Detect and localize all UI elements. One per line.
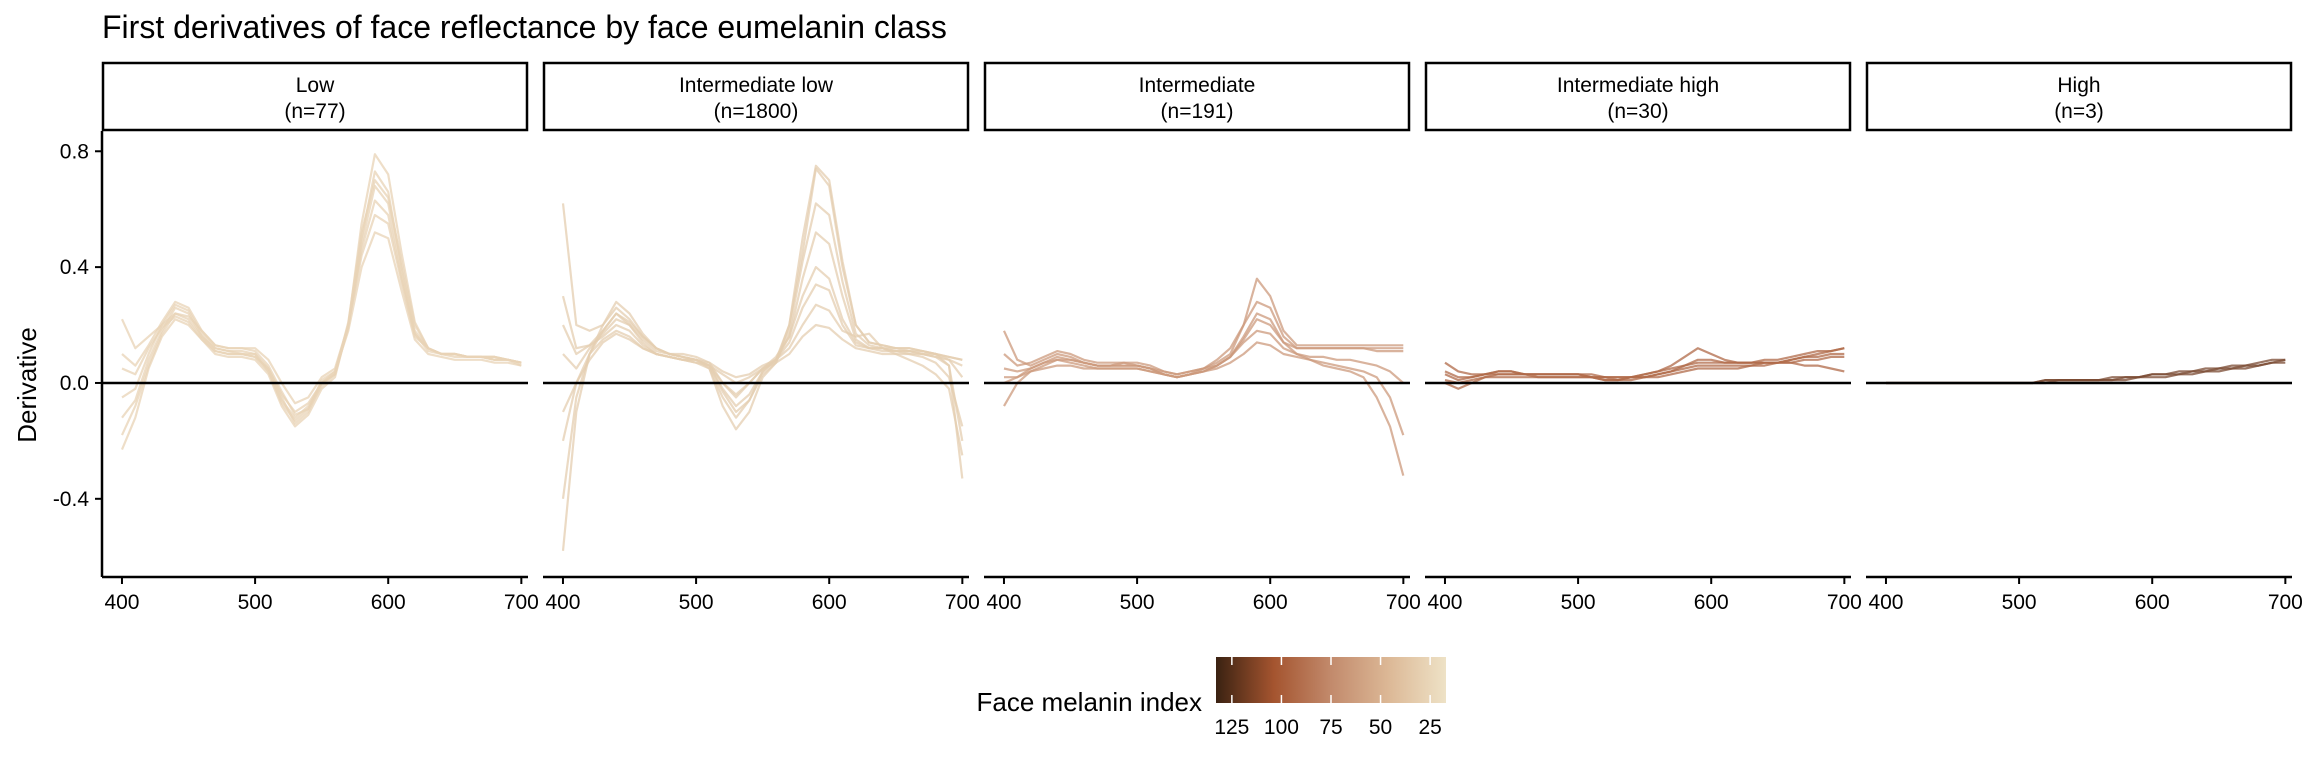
chart-title: First derivatives of face reflectance by…	[102, 9, 947, 45]
facet-strip	[542, 61, 970, 132]
series-line	[1003, 329, 1405, 385]
facet-strip	[1865, 61, 2293, 132]
x-tick-label: 400	[1427, 591, 1462, 614]
series-line	[121, 179, 522, 436]
x-tick-label: 700	[2268, 591, 2303, 614]
facet-strip-count: (n=1800)	[714, 100, 799, 123]
facet-strip-label: Low	[296, 74, 335, 97]
series-line	[562, 303, 964, 456]
x-tick-label: 600	[1694, 591, 1729, 614]
facet-panels: Low (n=77) 400 500 600 700 Intermediate low (n=…	[101, 61, 2303, 614]
facet-strip-count: (n=30)	[1607, 100, 1668, 123]
series-group	[120, 153, 522, 451]
facet-panel: Intermediate (n=191) 400 500 600 700	[983, 61, 1421, 614]
series-line	[1886, 358, 2286, 385]
y-tick-label: 0.8	[60, 140, 89, 163]
legend-tick-label: 50	[1369, 716, 1392, 739]
series-line	[561, 203, 964, 479]
series-line	[562, 231, 963, 408]
x-tick-label: 400	[104, 591, 139, 614]
x-tick-label: 500	[679, 591, 714, 614]
series-line	[1003, 312, 1405, 476]
x-tick-label: 600	[371, 591, 406, 614]
series-line	[562, 202, 963, 413]
y-tick-label: 0.4	[60, 256, 90, 279]
legend-tick-label: 25	[1418, 716, 1441, 739]
legend-tick-label: 75	[1319, 716, 1342, 739]
series-line	[1004, 341, 1405, 436]
series-group	[1444, 347, 1845, 390]
legend-ticks: 125 100 75 50 25	[1214, 657, 1442, 739]
facet-panel: High (n=3) 400 500 600 700	[1865, 61, 2303, 614]
series-group	[1886, 358, 2286, 385]
facet-strip-count: (n=3)	[2054, 100, 2104, 123]
facet-strip-count: (n=77)	[284, 100, 345, 123]
series-line	[561, 164, 964, 499]
x-tick-label: 700	[1386, 591, 1421, 614]
series-line	[1444, 355, 1845, 385]
x-tick-label: 700	[1827, 591, 1862, 614]
legend-tick-label: 100	[1264, 716, 1299, 739]
facet-panel: Intermediate low (n=1800) 400 500 600 700	[542, 61, 980, 614]
x-tick-label: 700	[945, 591, 980, 614]
y-axis: -0.4 0.0 0.4 0.8	[53, 131, 104, 577]
facet-panel: Intermediate high (n=30) 400 500 600 700	[1424, 61, 1862, 614]
facet-strip-label: High	[2057, 74, 2100, 97]
x-tick-label: 700	[504, 591, 539, 614]
y-tick-label: 0.0	[60, 372, 89, 395]
x-tick-label: 400	[545, 591, 580, 614]
x-tick-label: 600	[1253, 591, 1288, 614]
x-tick-label: 600	[812, 591, 847, 614]
facet-strip	[983, 61, 1411, 132]
series-group	[1003, 277, 1405, 476]
facet-panel: Low (n=77) 400 500 600 700	[101, 61, 539, 614]
facet-strip-label: Intermediate	[1139, 74, 1256, 97]
x-tick-label: 500	[1561, 591, 1596, 614]
x-tick-label: 400	[1868, 591, 1903, 614]
series-line	[120, 153, 522, 451]
y-tick-label: -0.4	[53, 488, 90, 511]
series-line	[1444, 361, 1845, 390]
facet-strip	[101, 61, 529, 132]
facet-strip	[1424, 61, 1852, 132]
legend-title: Face melanin index	[977, 687, 1202, 717]
x-tick-label: 500	[1120, 591, 1155, 614]
legend: Face melanin index 125 100 75 50 25	[977, 657, 1446, 739]
facet-strip-count: (n=191)	[1161, 100, 1234, 123]
x-tick-label: 500	[2002, 591, 2037, 614]
series-line	[121, 199, 522, 405]
facet-strip-label: Intermediate high	[1557, 74, 1719, 97]
x-tick-label: 600	[2135, 591, 2170, 614]
series-line	[561, 167, 964, 552]
x-tick-label: 500	[238, 591, 273, 614]
y-axis-label: Derivative	[12, 327, 42, 443]
series-group	[561, 164, 964, 552]
x-tick-label: 400	[986, 591, 1021, 614]
facet-strip-label: Intermediate low	[679, 74, 834, 97]
legend-tick-label: 125	[1214, 716, 1249, 739]
